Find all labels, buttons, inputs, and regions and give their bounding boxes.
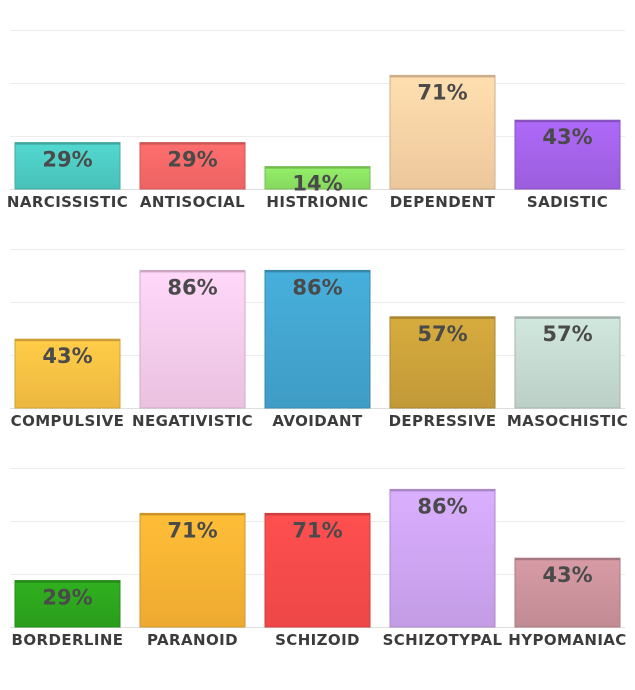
bar-sadistic (514, 119, 621, 190)
data-label-narcissistic: 29% (42, 148, 92, 172)
bar-top-edge (265, 166, 370, 169)
bar-top-edge (140, 142, 245, 145)
bar-paranoid (139, 512, 246, 628)
bar-negativistic (139, 269, 246, 409)
bar-schizotypal (389, 488, 496, 628)
category-label-borderline: BORDERLINE (12, 631, 124, 649)
category-label-schizotypal: SCHIZOTYPAL (383, 631, 503, 649)
bar-top-edge (140, 513, 245, 516)
category-label-histrionic: HISTRIONIC (266, 193, 368, 211)
data-label-borderline: 29% (42, 586, 92, 610)
category-label-schizoid: SCHIZOID (275, 631, 360, 649)
category-label-negativistic: NEGATIVISTIC (132, 412, 253, 430)
bar-top-edge (15, 339, 120, 342)
bar-dependent (389, 74, 496, 190)
bar-schizoid (264, 512, 371, 628)
bar-top-edge (15, 580, 120, 583)
category-label-dependent: DEPENDENT (390, 193, 496, 211)
bar-top-edge (265, 270, 370, 273)
bar-borderline (14, 580, 121, 628)
category-label-compulsive: COMPULSIVE (11, 412, 125, 430)
chart-panel-3: 29% BORDERLINE 71% PARANOID 71% SCHIZOID 86% SC… (10, 468, 626, 649)
category-label-avoidant: AVOIDANT (272, 412, 363, 430)
category-label-sadistic: SADISTIC (527, 193, 608, 211)
data-label-schizoid: 71% (292, 518, 342, 542)
bar-top-edge (515, 120, 620, 123)
bar-top-edge (390, 489, 495, 492)
data-label-depressive: 57% (417, 322, 467, 346)
bar-top-edge (390, 316, 495, 319)
bar-depressive (389, 316, 496, 409)
bar-hypomaniac (514, 557, 621, 628)
data-label-negativistic: 86% (167, 275, 217, 299)
bar-top-edge (515, 316, 620, 319)
bar-top-edge (390, 75, 495, 78)
category-label-masochistic: MASOCHISTIC (507, 412, 628, 430)
bar-avoidant (264, 269, 371, 409)
chart-panel-2: 43% COMPULSIVE 86% NEGATIVISTIC 86% AVOIDANT 5… (10, 249, 628, 430)
bar-compulsive (14, 338, 121, 409)
data-label-histrionic: 14% (292, 172, 342, 196)
bar-top-edge (515, 558, 620, 561)
bar-top-edge (140, 270, 245, 273)
bar-antisocial (139, 142, 246, 190)
bar-top-edge (265, 513, 370, 516)
category-label-narcissistic: NARCISSISTIC (7, 193, 128, 211)
data-label-paranoid: 71% (167, 518, 217, 542)
bar-top-edge (15, 142, 120, 145)
data-label-masochistic: 57% (542, 322, 592, 346)
category-label-depressive: DEPRESSIVE (389, 412, 497, 430)
bar-narcissistic (14, 142, 121, 190)
data-label-compulsive: 43% (42, 344, 92, 368)
category-label-hypomaniac: HYPOMANIAC (508, 631, 626, 649)
data-label-antisocial: 29% (167, 148, 217, 172)
data-label-dependent: 71% (417, 80, 467, 104)
chart-panel-1: 29% NARCISSISTIC 29% ANTISOCIAL 14%HISTRIONI… (7, 30, 625, 211)
data-label-sadistic: 43% (542, 125, 592, 149)
data-label-schizotypal: 86% (417, 494, 467, 518)
data-label-hypomaniac: 43% (542, 563, 592, 587)
category-label-paranoid: PARANOID (147, 631, 238, 649)
data-label-avoidant: 86% (292, 275, 342, 299)
category-label-antisocial: ANTISOCIAL (140, 193, 245, 211)
bar-masochistic (514, 316, 621, 409)
